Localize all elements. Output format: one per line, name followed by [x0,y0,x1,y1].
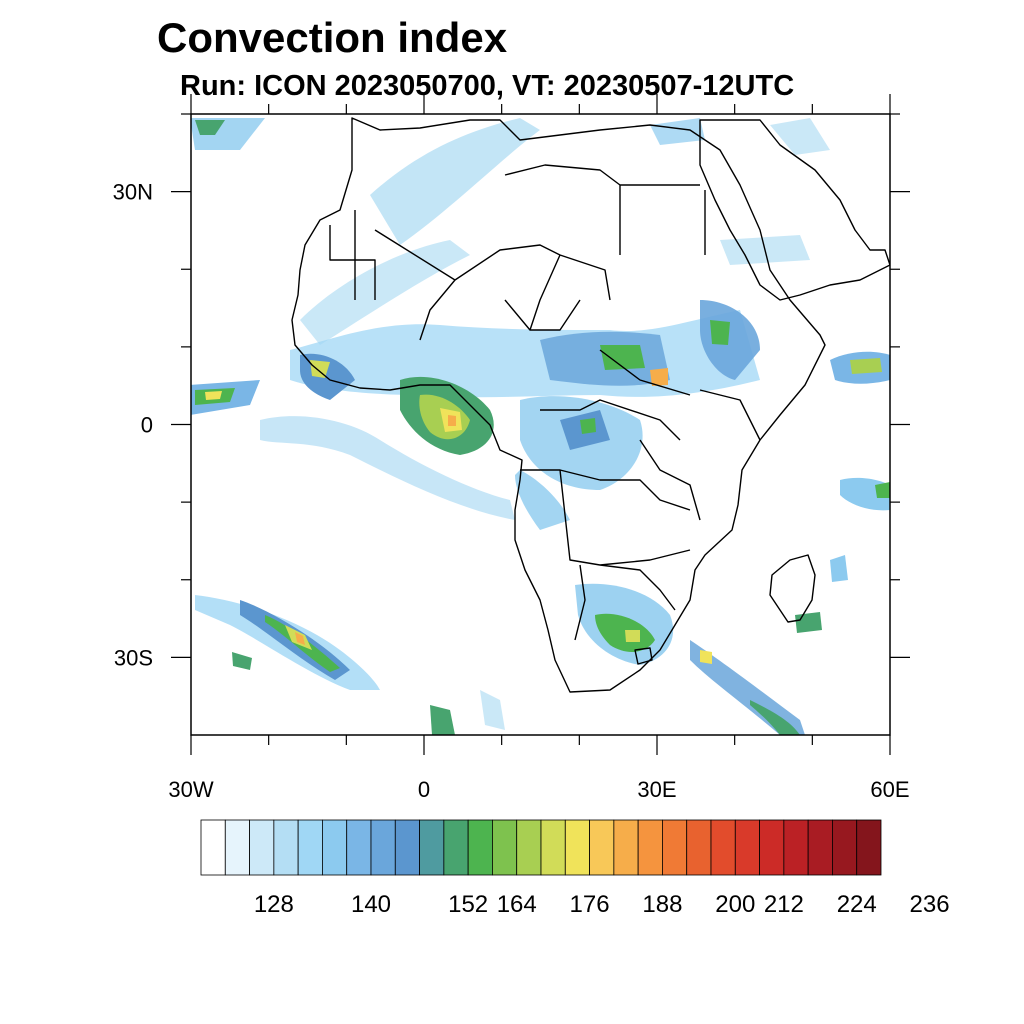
colorbar-box [686,819,712,876]
y-tick-label: 0 [141,413,153,438]
colorbar-box [467,819,493,876]
colorbar-box [783,819,809,876]
colorbar-label: 176 [570,891,610,918]
colorbar-box [759,819,785,876]
colorbar-box [273,819,299,876]
colorbar-box [856,819,882,876]
colorbar-box [832,819,858,876]
colorbar-box [564,819,590,876]
x-tick-label: 60E [870,777,909,802]
colorbar-label: 140 [351,891,391,918]
chart-subtitle: Run: ICON 2023050700, VT: 20230507-12UTC [180,70,795,102]
colorbar-box [419,819,445,876]
colorbar-box [710,819,736,876]
colorbar-label: 200 [715,891,755,918]
colorbar-box [200,819,226,876]
colorbar-box [589,819,615,876]
colorbar [200,819,882,876]
colorbar-box [662,819,688,876]
colorbar-label: 224 [837,891,877,918]
axis-labels: 30W 0 30E 60E 30N 0 30S [113,180,910,802]
x-tick-label: 0 [418,777,430,802]
colorbar-box [613,819,639,876]
x-tick-label: 30W [168,777,213,802]
colorbar-box [443,819,469,876]
colorbar-label: 152 [448,891,488,918]
colorbar-box [540,819,566,876]
colorbar-labels: 128 140 152 164 176 188 200 212 224 236 [254,891,950,918]
colorbar-box [346,819,372,876]
colorbar-box [492,819,518,876]
colorbar-box [297,819,323,876]
colorbar-box [734,819,760,876]
x-tick-label: 30E [637,777,676,802]
colorbar-box [249,819,275,876]
coastlines-borders [291,117,890,693]
colorbar-box [322,819,348,876]
colorbar-label: 236 [910,891,950,918]
colorbar-box [516,819,542,876]
chart-title: Convection index [157,14,508,61]
colorbar-label: 212 [764,891,804,918]
colorbar-label: 164 [497,891,537,918]
colorbar-box [394,819,420,876]
colorbar-box [370,819,396,876]
axis-ticks [171,94,910,755]
y-tick-label: 30N [113,180,153,205]
colorbar-box [224,819,250,876]
colorbar-label: 188 [642,891,682,918]
convection-field [191,118,890,735]
colorbar-box [807,819,833,876]
y-tick-label: 30S [114,645,153,670]
colorbar-box [637,819,663,876]
colorbar-label: 128 [254,891,294,918]
